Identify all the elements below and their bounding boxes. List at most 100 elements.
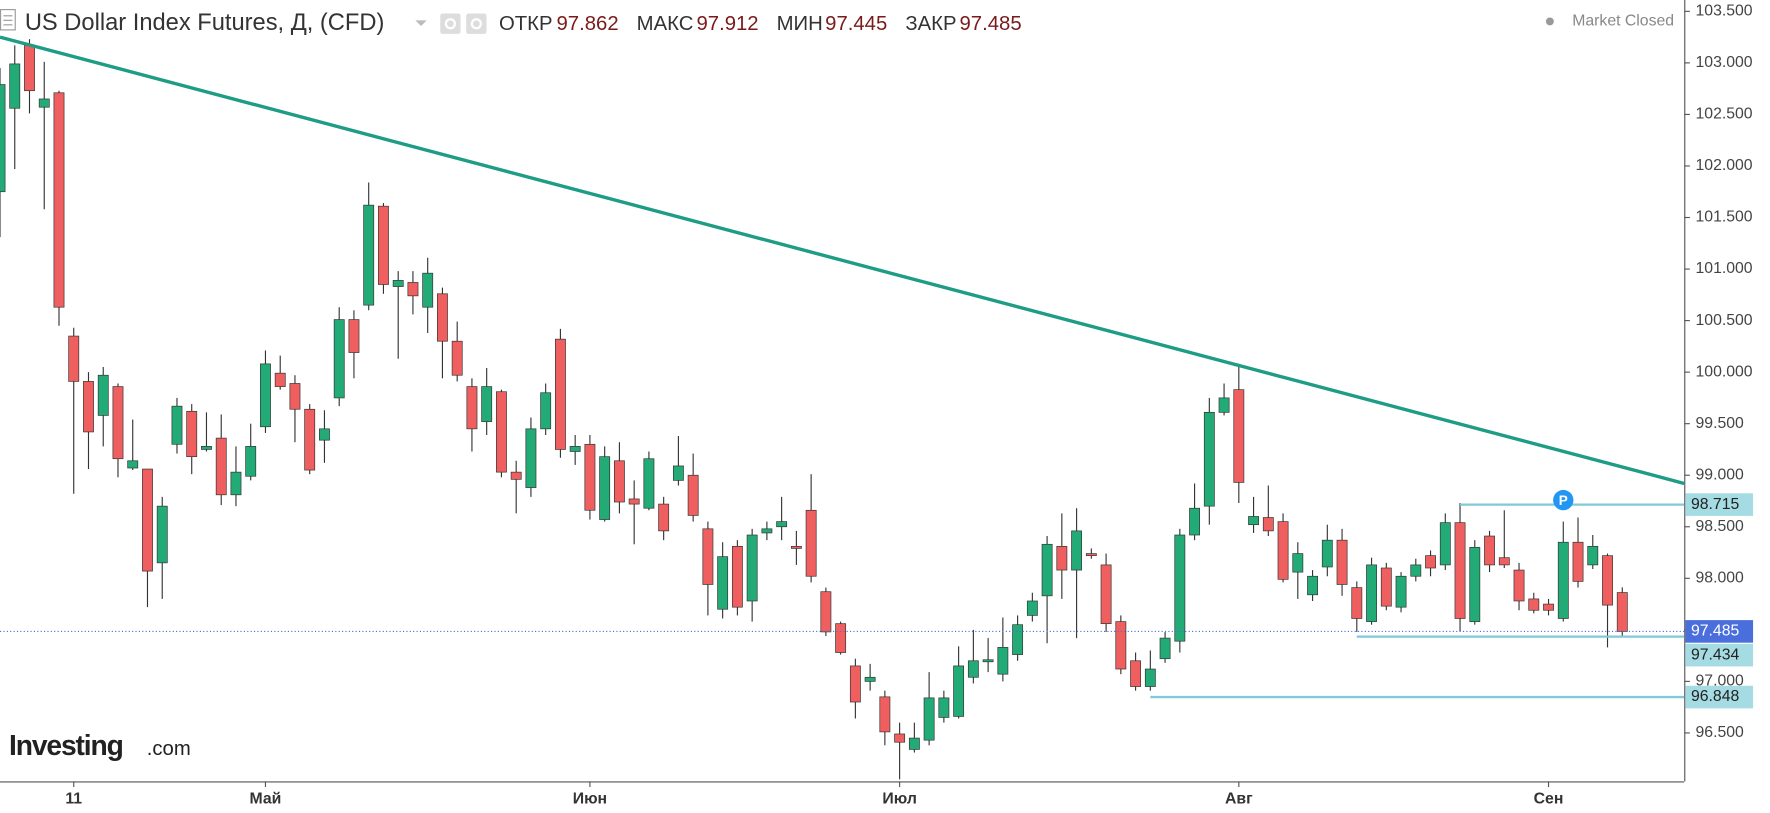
candle-body — [658, 503, 670, 532]
watermark-suffix: .com — [147, 738, 191, 760]
candle-body — [127, 460, 139, 469]
candle-body — [0, 84, 6, 193]
y-tick-label: 103.500 — [1695, 3, 1752, 20]
candle-body — [156, 505, 168, 564]
candle-body — [1336, 539, 1348, 585]
candle-body — [835, 623, 847, 653]
chart-title: US Dollar Index Futures, Д, (CFD) — [25, 10, 385, 36]
candle-body — [1454, 522, 1466, 619]
candle-body — [1100, 564, 1112, 625]
candle-body — [849, 665, 861, 703]
candle-body — [1469, 547, 1481, 622]
candle-body — [1513, 569, 1525, 602]
candle-body — [9, 63, 21, 109]
candle-body — [599, 456, 611, 520]
candle-body — [1233, 389, 1245, 483]
candle-body — [687, 474, 699, 516]
candle-body — [923, 697, 935, 741]
status-dot — [1545, 17, 1554, 26]
candle-body — [1557, 541, 1569, 619]
field-value: 97.912 — [696, 13, 758, 35]
candle-body — [982, 659, 994, 663]
candle-body — [510, 471, 522, 480]
field-label: МИН — [777, 13, 823, 35]
last-price-tag — [1685, 620, 1754, 643]
candle-body — [717, 556, 729, 610]
candle-body — [1425, 555, 1436, 569]
y-tick-label: 101.000 — [1695, 260, 1752, 277]
candle-body — [422, 272, 434, 308]
y-tick-label: 96.500 — [1695, 724, 1744, 741]
candle-body — [1262, 517, 1274, 532]
marker-label: P — [1559, 493, 1568, 508]
candle-body — [1498, 557, 1510, 566]
candle-body — [333, 319, 345, 399]
candle-body — [1071, 530, 1083, 571]
watermark-brand: Investing — [9, 729, 123, 761]
candle-body — [672, 465, 684, 481]
y-tick-label: 97.000 — [1695, 673, 1744, 690]
y-tick-label: 98.500 — [1695, 518, 1744, 535]
candle-body — [496, 391, 507, 473]
candle-body — [1248, 516, 1259, 526]
candle-body — [1572, 541, 1584, 582]
candle-body — [1321, 539, 1333, 568]
candle-body — [83, 381, 94, 433]
x-tick-label: Май — [250, 791, 282, 808]
y-tick-label: 102.500 — [1695, 106, 1752, 123]
y-tick-label: 101.500 — [1695, 209, 1752, 226]
candle-body — [97, 374, 109, 416]
x-tick-label: Авг — [1225, 791, 1253, 808]
x-tick-label: Сен — [1534, 791, 1564, 808]
level-tag — [1685, 643, 1754, 667]
candle-body — [348, 319, 360, 353]
candle-body — [260, 363, 271, 428]
candle-body — [1174, 534, 1186, 642]
field-label: МАКС — [637, 13, 694, 35]
dropdown-arrow[interactable] — [415, 20, 427, 26]
candle-body — [1484, 535, 1495, 566]
candle-body — [894, 733, 906, 743]
menu-icon[interactable] — [0, 9, 16, 31]
candle-body — [1012, 624, 1024, 655]
candle-body — [643, 458, 655, 509]
candle-body — [1380, 567, 1392, 607]
candle-body — [613, 460, 625, 503]
candle-body — [1026, 600, 1038, 616]
candle-body — [24, 45, 35, 92]
settings-icon[interactable] — [440, 13, 461, 34]
level-label: 96.848 — [1691, 688, 1740, 705]
y-tick-label: 99.000 — [1695, 466, 1744, 483]
candle-body — [1041, 543, 1053, 597]
candle-body — [1439, 522, 1451, 566]
candle-body — [1602, 555, 1613, 606]
candle-body — [1203, 412, 1215, 507]
x-tick-label: Июл — [882, 791, 916, 808]
y-tick-label: 103.000 — [1695, 54, 1752, 71]
candle-body — [1159, 637, 1171, 660]
candle-body — [481, 386, 493, 422]
candle-body — [1307, 575, 1318, 596]
candle-body — [68, 335, 80, 382]
candle-body — [186, 410, 198, 458]
candle-body — [776, 521, 788, 528]
y-tick-label: 100.500 — [1695, 312, 1752, 329]
candle-body — [304, 408, 316, 471]
candle-body — [1056, 546, 1068, 571]
field-value: 97.862 — [557, 13, 619, 35]
candle-body — [953, 665, 965, 717]
candle-body — [407, 282, 419, 297]
candle-body — [38, 98, 50, 108]
candle-body — [702, 528, 714, 585]
candle-body — [1366, 564, 1377, 622]
gear-icon[interactable] — [466, 13, 487, 34]
candle-body — [820, 591, 832, 633]
candle-body — [1085, 553, 1097, 556]
marker — [1553, 489, 1574, 511]
candle-body — [628, 498, 640, 505]
candle-body — [245, 446, 257, 477]
candle-body — [525, 428, 537, 488]
candle-body — [112, 386, 124, 460]
